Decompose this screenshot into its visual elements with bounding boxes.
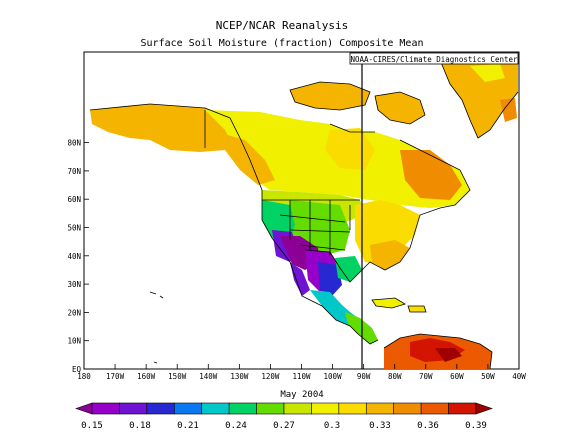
- figure-title: NCEP/NCAR Reanalysis: [216, 19, 348, 32]
- lon-label: 150W: [168, 372, 187, 381]
- region-greenland-north: [470, 64, 505, 82]
- colorbar-segment: [393, 402, 422, 415]
- colorbar-segment: [119, 402, 148, 415]
- region-hispaniola: [408, 306, 426, 312]
- colorbar-label: 0.33: [369, 421, 391, 431]
- lon-label: 140W: [199, 372, 218, 381]
- colorbar-segment: [91, 402, 120, 415]
- colorbar-segment: [228, 402, 257, 415]
- colorbar-label: 0.27: [273, 421, 295, 431]
- colorbar-segment: [311, 402, 340, 415]
- colorbar-segment: [365, 402, 395, 415]
- lat-label: 20N: [67, 308, 81, 317]
- lon-label: 110W: [292, 372, 311, 381]
- lon-label: 60W: [450, 372, 464, 381]
- colorbar-high-triangle: [475, 402, 493, 415]
- lon-label: 130W: [230, 372, 249, 381]
- colorbar-segment: [283, 402, 312, 415]
- lon-label: 180: [77, 372, 91, 381]
- colorbar-segment: [338, 402, 367, 415]
- region-mexico: [310, 290, 358, 326]
- lat-label: 40N: [67, 252, 81, 261]
- colorbar-label: 0.18: [129, 421, 151, 431]
- lon-label: 50W: [481, 372, 495, 381]
- region-greenland-east-coast: [500, 98, 517, 122]
- colorbar-segment: [448, 402, 477, 415]
- region-baffin: [375, 92, 425, 124]
- longitude-axis: 180 170W 160W 150W 140W 130W 120W 110W 100W 90W 80…: [77, 364, 526, 381]
- region-guiana: [435, 348, 462, 362]
- region-usa-southeast: [370, 240, 410, 270]
- lon-label: 40W: [512, 372, 526, 381]
- lon-label: 170W: [106, 372, 125, 381]
- colorbar-label: 0.3: [324, 421, 340, 431]
- region-quebec: [400, 150, 462, 200]
- colorbar-segment: [420, 402, 449, 415]
- credit-text: NOAA-CIRES/Climate Diagnostics Center: [350, 55, 518, 64]
- figure-subtitle: Surface Soil Moisture (fraction) Composi…: [141, 38, 424, 49]
- region-cuba: [372, 298, 405, 308]
- colorbar-low-triangle: [75, 402, 93, 415]
- colorbar-label: 0.15: [81, 421, 103, 431]
- colorbar-segment: [201, 402, 230, 415]
- lat-label: 10N: [67, 337, 81, 346]
- lat-label: 30N: [67, 280, 81, 289]
- period-label: May 2004: [280, 390, 323, 400]
- region-gulf-coast: [335, 256, 362, 282]
- region-sierra-madre: [318, 262, 342, 296]
- colorbar-labels: 0.15 0.18 0.21 0.24 0.27 0.3 0.33 0.36 0.39: [81, 421, 487, 431]
- latitude-axis: 80N 70N 60N 50N 40N 30N 20N 10N EQ: [67, 139, 89, 374]
- colorbar-segment: [146, 402, 175, 415]
- region-alaska: [90, 104, 240, 152]
- colorbar-label: 0.24: [225, 421, 247, 431]
- lat-label: EQ: [72, 365, 82, 374]
- lon-label: 120W: [261, 372, 280, 381]
- lat-label: 50N: [67, 224, 81, 233]
- lat-label: 60N: [67, 195, 81, 204]
- lon-label: 90W: [357, 372, 371, 381]
- colorbar-segment: [173, 402, 203, 415]
- region-arctic-islands: [290, 82, 370, 110]
- lat-label: 80N: [67, 139, 81, 148]
- credit-box: [349, 52, 519, 65]
- lon-label: 100W: [324, 372, 343, 381]
- colorbar-label: 0.36: [417, 421, 439, 431]
- region-canada-dry: [210, 130, 275, 185]
- lon-label: 70W: [419, 372, 433, 381]
- colorbar: [75, 402, 493, 415]
- colorbar-label: 0.21: [177, 421, 199, 431]
- lon-label: 80W: [388, 372, 402, 381]
- colorbar-segment: [256, 402, 285, 415]
- colorbar-label: 0.39: [465, 421, 487, 431]
- lat-label: 70N: [67, 167, 81, 176]
- region-baja: [290, 262, 310, 296]
- lon-label: 160W: [137, 372, 156, 381]
- region-usa-west: [262, 200, 295, 240]
